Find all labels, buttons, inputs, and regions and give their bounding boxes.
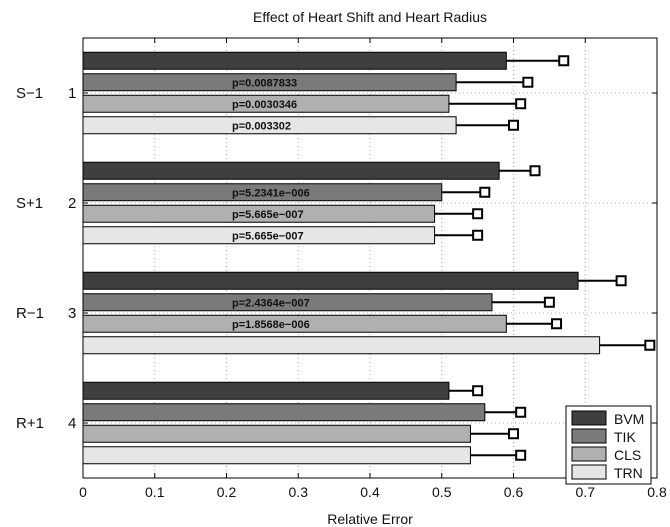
error-bar-cap xyxy=(515,98,527,110)
error-bar-cap xyxy=(508,428,519,440)
bar xyxy=(82,271,579,290)
y-tick-label: 1 xyxy=(68,85,76,102)
y-group-name: R−1 xyxy=(16,305,44,322)
error-bar-cap xyxy=(472,229,484,241)
bar xyxy=(82,381,450,400)
grid-lines xyxy=(83,38,657,478)
pvalue-label: p=5.665e−007 xyxy=(232,209,304,221)
y-tick-label: 4 xyxy=(68,415,76,432)
legend-swatch xyxy=(571,464,607,480)
legend-label: TRN xyxy=(614,465,643,481)
pvalue-label: p=0.003302 xyxy=(232,120,291,132)
error-bar-cap xyxy=(558,55,570,67)
y-group-name: S−1 xyxy=(16,85,43,102)
pvalue-label: p=5.665e−007 xyxy=(232,230,304,242)
x-tick-label: 0.8 xyxy=(647,484,667,500)
pvalue-label: p=5.2341e−006 xyxy=(232,187,310,199)
x-tick-label: 0.1 xyxy=(145,484,165,500)
error-bar-cap xyxy=(472,208,484,220)
plot-border xyxy=(82,37,658,479)
legend-label: TIK xyxy=(614,429,636,445)
pvalue-label: p=0.0087833 xyxy=(232,77,297,89)
legend-label: BVM xyxy=(614,411,644,427)
bar xyxy=(82,51,507,70)
bar xyxy=(82,161,500,180)
y-group-name: S+1 xyxy=(16,195,43,212)
pvalue-label: p=1.8568e−006 xyxy=(232,319,310,331)
x-tick-labels: 0 0.1 0.2 0.3 0.4 0.5 0.6 0.7 0.8 xyxy=(79,484,667,500)
error-bar-cap xyxy=(522,76,534,88)
y-group-name: R+1 xyxy=(16,415,44,432)
legend: BVM TIK CLS TRN xyxy=(565,405,652,485)
x-tick-label: 0 xyxy=(79,484,87,500)
chart-title: Effect of Heart Shift and Heart Radius xyxy=(253,9,487,25)
error-bar-cap xyxy=(515,406,527,418)
legend-swatch xyxy=(571,428,607,444)
error-bar-cap xyxy=(529,165,541,177)
x-tick-label: 0.5 xyxy=(432,484,452,500)
x-axis-label: Relative Error xyxy=(327,511,413,527)
x-tick-label: 0.7 xyxy=(576,484,596,500)
error-bar-cap xyxy=(515,449,527,461)
pvalue-labels: p=0.0087833 p=0.0030346 p=0.003302 p=5.2341… xyxy=(232,77,310,331)
y-tick-label: 3 xyxy=(68,305,76,322)
x-tick-label: 0.3 xyxy=(289,484,309,500)
x-tick-label: 0.6 xyxy=(504,484,524,500)
pvalue-label: p=2.4364e−007 xyxy=(232,297,310,309)
error-bar-cap xyxy=(543,296,555,308)
x-tick-label: 0.4 xyxy=(360,484,380,500)
legend-label: CLS xyxy=(614,447,641,463)
error-bar-cap xyxy=(644,339,656,351)
error-bar-cap xyxy=(508,119,519,131)
x-tick-label: 0.2 xyxy=(217,484,237,500)
bars-layer xyxy=(82,51,656,465)
error-bar-cap xyxy=(615,275,627,287)
bar xyxy=(82,336,601,355)
error-bar-cap xyxy=(472,385,484,397)
legend-swatch xyxy=(571,410,607,426)
legend-swatch xyxy=(571,446,607,462)
bar xyxy=(82,446,471,465)
error-bar-cap xyxy=(479,186,491,198)
bar xyxy=(82,424,471,443)
error-bar-cap xyxy=(551,318,563,330)
y-tick-label: 2 xyxy=(68,195,76,212)
bar xyxy=(82,403,486,422)
pvalue-label: p=0.0030346 xyxy=(232,99,297,111)
y-group-labels: S−1 1 S+1 2 R−1 3 R+1 4 xyxy=(16,85,76,432)
